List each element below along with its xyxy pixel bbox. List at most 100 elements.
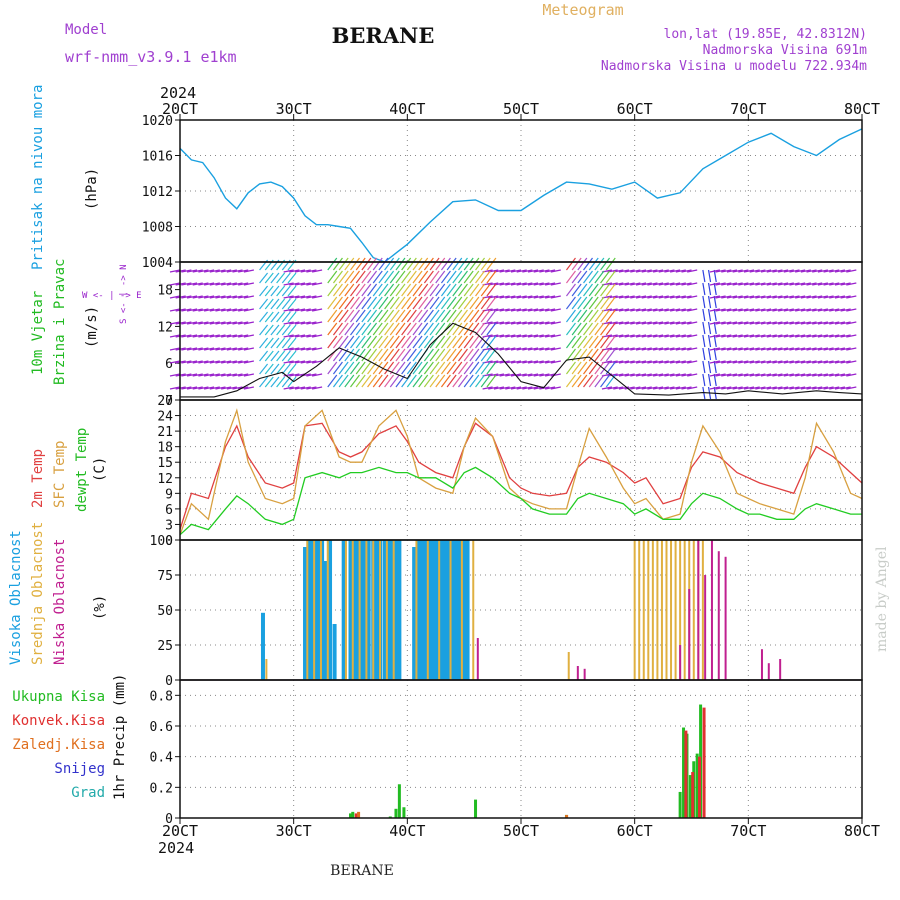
wind-arrow [812, 321, 823, 325]
wind-arrow [418, 283, 429, 297]
wind-arrow [777, 334, 789, 338]
wind-arrow [829, 269, 840, 273]
wind-arrow [221, 373, 232, 377]
wind-arrow [600, 361, 611, 375]
wind-arrow [702, 321, 706, 335]
wind-arrow [664, 321, 675, 325]
wind-arrow [600, 296, 611, 310]
wind-arrow [510, 360, 522, 364]
wind-arrow [505, 295, 516, 299]
wind-arrow [550, 373, 561, 377]
wind-arrow [702, 334, 706, 348]
wind-arrow [283, 295, 294, 299]
wind-arrow [355, 335, 366, 349]
wind-arrow [289, 347, 300, 351]
wind-arrow [630, 347, 641, 351]
wind-arrow [772, 321, 783, 325]
pressure-unit: (hPa) [84, 168, 100, 210]
wind-arrow [670, 373, 681, 377]
wind-arrow [306, 308, 317, 312]
wind-arrow [583, 257, 593, 271]
wind-arrow [812, 308, 823, 312]
wind-arrow [527, 360, 539, 364]
wind-arrow [232, 386, 243, 390]
high-cloud-bar [462, 540, 467, 680]
wind-arrow [458, 257, 468, 271]
wind-arrow [743, 360, 755, 364]
wind-arrow [766, 282, 777, 286]
wind-arrow [332, 361, 343, 375]
wind-arrow [259, 272, 269, 284]
wind-arrow [327, 361, 338, 375]
wind-arrow [338, 296, 349, 310]
wind-arrow [760, 347, 772, 351]
wind-arrow [186, 373, 198, 377]
wind-arrow [702, 269, 706, 283]
wind-arrow [259, 298, 269, 310]
wind-arrow [344, 322, 355, 336]
wind-arrow [209, 282, 220, 286]
wind-arrow [658, 295, 669, 299]
wind-arrow [600, 270, 611, 284]
wind-arrow [226, 334, 237, 338]
wind-arrow [550, 386, 561, 390]
wind-arrow [715, 269, 726, 273]
wind-arrow [795, 347, 806, 351]
mid-cloud-bar [567, 652, 570, 680]
wind-arrow [749, 334, 760, 338]
precip-legend-graupel: Grad [71, 785, 105, 801]
x-tick-label-bottom: 70CT [730, 822, 766, 840]
wind-arrow [681, 282, 692, 286]
wind-arrow [463, 309, 474, 323]
wind-arrow [789, 373, 800, 377]
wind-arrow [618, 308, 630, 312]
wind-arrow [829, 373, 840, 377]
wind-arrow [463, 257, 474, 271]
x-tick-label-bottom: 50CT [503, 822, 539, 840]
wind-arrow [732, 373, 743, 377]
wind-arrow [783, 360, 794, 364]
wind-arrow [505, 269, 516, 273]
wind-arrow [300, 308, 311, 312]
wind-arrow [670, 282, 681, 286]
wind-arrow [510, 282, 522, 286]
wind-arrow [446, 361, 457, 375]
wind-arrow [429, 309, 440, 323]
wind-arrow [361, 270, 372, 284]
wind-arrow [300, 360, 311, 364]
wind-arrow [486, 283, 497, 297]
high-cloud-bar [397, 540, 402, 680]
wind-arrow [760, 386, 772, 390]
wind-arrow [588, 309, 599, 323]
wind-arrow [834, 373, 846, 377]
wind-arrow [429, 283, 440, 297]
wind-arrow [505, 308, 516, 312]
wind-arrow [486, 309, 497, 323]
wind-arrow [795, 360, 806, 364]
wind-arrow [505, 282, 516, 286]
wind-arrow [446, 257, 457, 271]
wind-arrow [789, 360, 800, 364]
wind-arrow [181, 347, 192, 351]
wind-arrow [571, 361, 582, 375]
wind-arrow [264, 272, 274, 284]
mid-cloud-bar [670, 540, 673, 680]
wind-arrow [412, 361, 423, 375]
wind-arrow [232, 373, 243, 377]
cloud-label-1: Visoka Oblacnost [8, 530, 24, 665]
wind-arrow [577, 361, 588, 375]
wind-arrow [600, 374, 611, 388]
wind-arrow [270, 376, 280, 388]
wind-arrow [800, 360, 811, 364]
wind-arrow [338, 270, 349, 284]
y-tick-label: 9 [165, 487, 173, 502]
wind-arrow [749, 295, 760, 299]
wind-arrow [480, 361, 491, 375]
wind-arrow [652, 282, 664, 286]
wind-arrow [630, 373, 641, 377]
mid-cloud-bar [674, 540, 677, 680]
wind-arrow [777, 308, 789, 312]
precip-frz-bar [565, 814, 569, 818]
wind-arrow [800, 386, 811, 390]
mid-cloud-bar [642, 540, 645, 680]
